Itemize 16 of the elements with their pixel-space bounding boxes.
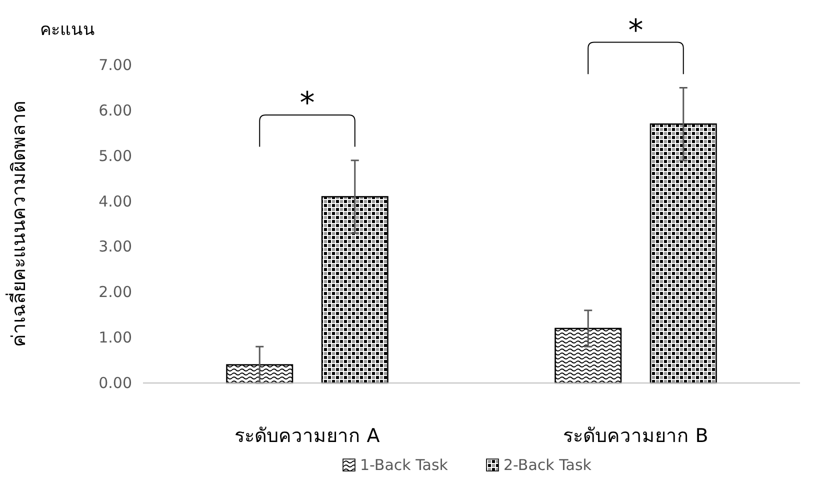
text: * [628, 13, 644, 48]
y-tick-label: 1.00 [98, 328, 132, 347]
y-axis-title: ค่าเฉลี่ยคะแนนความผิดพลาด [5, 101, 30, 347]
legend-label: 2-Back Task [504, 456, 592, 474]
x-tick-label: ระดับความยาก B [563, 425, 708, 447]
text: คะแนน [40, 20, 95, 40]
x-tick-label: ระดับความยาก A [234, 425, 380, 447]
y-tick-label: 4.00 [98, 192, 132, 210]
annotation: * [300, 86, 315, 121]
y-tick-label: 0.00 [98, 374, 132, 392]
y-tick-label: 5.00 [98, 146, 132, 165]
y-tick-label: 2.00 [98, 283, 132, 302]
y-tick-label: 7.00 [98, 56, 132, 74]
legend-label: 1-Back Task [360, 456, 448, 474]
y-tick-label: 3.00 [98, 238, 132, 256]
y-tick-label: 6.00 [98, 101, 132, 120]
